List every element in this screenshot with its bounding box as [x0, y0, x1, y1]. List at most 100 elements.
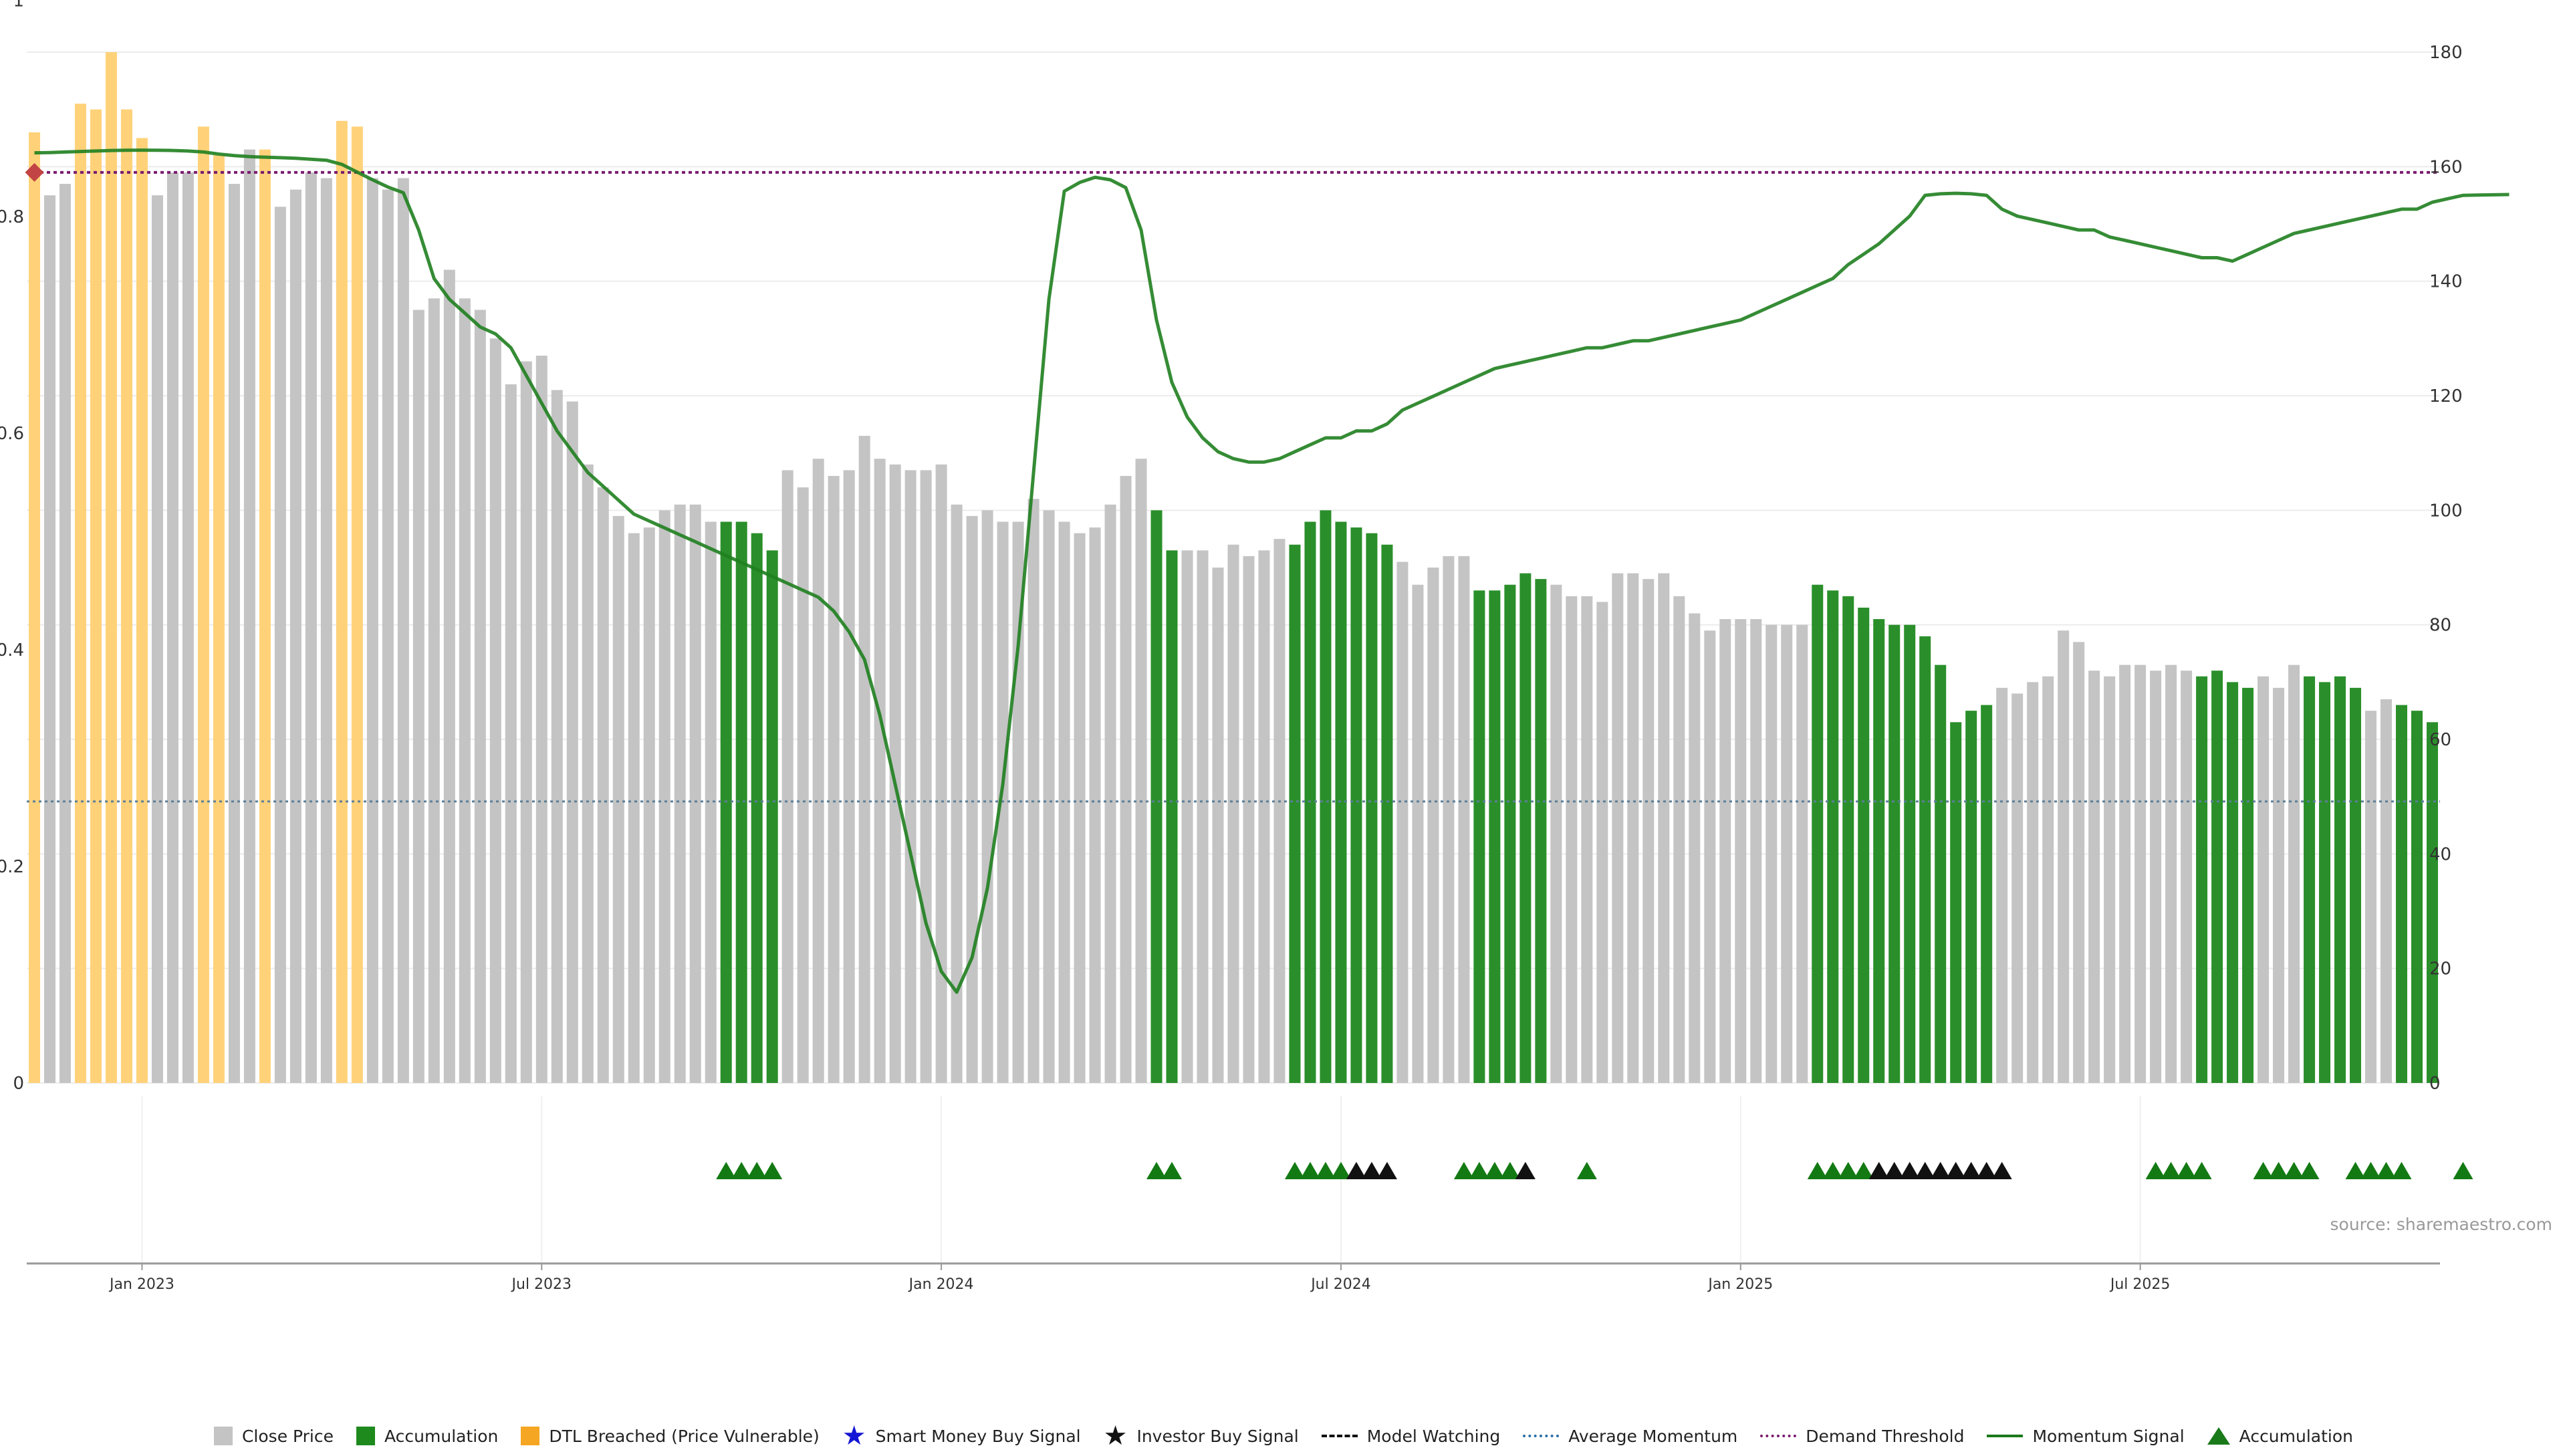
price-bar — [1689, 613, 1701, 1083]
price-bar — [289, 189, 301, 1084]
legend-item: Average Momentum — [1523, 1427, 1737, 1446]
price-bar — [1120, 475, 1132, 1083]
accumulation-marker — [1284, 1162, 1305, 1179]
price-bar — [28, 132, 41, 1083]
price-bar — [1904, 624, 1916, 1083]
accumulation-marker — [2299, 1162, 2320, 1179]
price-bar — [1842, 596, 1854, 1083]
legend-label: Average Momentum — [1568, 1426, 1738, 1446]
price-bars — [28, 52, 2439, 1084]
price-bar — [1888, 624, 1901, 1083]
price-bar — [1858, 607, 1870, 1083]
accumulation-marker — [1315, 1162, 1336, 1179]
investor-marker — [1346, 1162, 1366, 1179]
accumulation-marker — [1576, 1162, 1597, 1179]
price-bar — [1735, 619, 1747, 1083]
price-bar — [2027, 682, 2039, 1083]
legend-label: Accumulation — [384, 1426, 499, 1446]
price-bar — [412, 310, 424, 1083]
price-bar — [2150, 671, 2162, 1083]
price-bar — [228, 184, 240, 1083]
accumulation-marker — [1807, 1162, 1828, 1179]
dotted-line-icon — [1523, 1435, 1560, 1437]
price-bar — [136, 138, 148, 1083]
axes: 0 0.2 0.4 0.6 0.8 1 0 20 40 60 80 100 120 140 160 180 Ja… — [0, 0, 2463, 1293]
price-bar — [105, 52, 117, 1083]
price-bar — [1366, 533, 1378, 1083]
accumulation-marker — [2161, 1162, 2181, 1179]
accumulation-marker — [2284, 1162, 2304, 1179]
left-tick-label: 0.2 — [0, 857, 24, 877]
price-bar — [1243, 556, 1255, 1083]
price-bar — [1981, 705, 1993, 1083]
price-bar — [2011, 693, 2024, 1083]
price-bar — [966, 515, 978, 1083]
accumulation-marker — [2453, 1162, 2473, 1179]
price-bar — [1489, 590, 1501, 1083]
legend-item: Close Price — [213, 1426, 334, 1446]
accumulation-marker — [1162, 1162, 1183, 1179]
investor-marker — [1930, 1162, 1951, 1179]
x-tick-label: Jan 2024 — [908, 1276, 974, 1293]
price-bar — [151, 195, 163, 1084]
price-bar — [2257, 676, 2270, 1083]
price-bar — [1781, 624, 1793, 1083]
price-bar — [1873, 619, 1885, 1083]
price-bar — [2334, 676, 2346, 1083]
price-bar — [874, 459, 886, 1083]
price-bar — [981, 510, 993, 1083]
legend-label: Close Price — [241, 1426, 334, 1446]
price-bar — [443, 269, 455, 1083]
x-tick-label: Jul 2024 — [1310, 1276, 1371, 1293]
legend-label: Investor Buy Signal — [1136, 1426, 1299, 1446]
price-bar — [520, 361, 532, 1083]
price-bar — [612, 515, 624, 1083]
price-bar — [182, 172, 194, 1083]
price-bar — [1596, 602, 1608, 1083]
accumulation-marker — [2191, 1162, 2212, 1179]
legend-item: ★ Investor Buy Signal — [1104, 1423, 1299, 1449]
price-bar — [2365, 711, 2377, 1083]
investor-marker — [1868, 1162, 1889, 1179]
price-bar — [120, 109, 132, 1084]
price-bar — [2119, 664, 2131, 1083]
price-bar — [1550, 584, 1562, 1083]
price-bar — [828, 475, 840, 1083]
price-bar — [1535, 579, 1547, 1083]
price-bar — [1919, 636, 1931, 1083]
price-bar — [1612, 573, 1624, 1083]
accumulation-marker — [1300, 1162, 1320, 1179]
accumulation-marker — [2345, 1162, 2366, 1179]
x-tick-label: Jan 2025 — [1707, 1276, 1773, 1293]
price-bar — [1719, 619, 1731, 1083]
price-bar — [904, 470, 916, 1083]
price-bar — [735, 521, 747, 1083]
price-bar — [166, 172, 178, 1083]
investor-marker — [1376, 1162, 1397, 1179]
momentum-signal-line — [34, 148, 2510, 994]
price-bar — [658, 510, 670, 1083]
square-icon — [521, 1427, 540, 1445]
price-bar — [505, 384, 517, 1083]
price-bar — [628, 533, 640, 1083]
investor-marker — [1945, 1162, 1966, 1179]
price-bar — [1427, 568, 1439, 1083]
price-bar — [305, 172, 317, 1083]
legend-label: Smart Money Buy Signal — [875, 1426, 1081, 1446]
price-bar — [597, 487, 609, 1083]
left-tick-label: 1 — [13, 0, 24, 11]
price-bar — [2211, 671, 2223, 1083]
price-bar — [428, 298, 440, 1083]
price-bar — [1104, 504, 1116, 1083]
price-bar — [643, 527, 655, 1083]
price-bar — [1765, 624, 1778, 1083]
accumulation-marker — [1838, 1162, 1858, 1179]
price-bar — [1258, 550, 1270, 1083]
price-bar — [1458, 556, 1470, 1083]
price-bar — [397, 178, 409, 1083]
investor-marker — [1361, 1162, 1382, 1179]
price-bar — [1812, 584, 1824, 1083]
price-bar — [551, 390, 563, 1083]
price-bar — [474, 310, 486, 1083]
price-bar — [1566, 596, 1578, 1083]
